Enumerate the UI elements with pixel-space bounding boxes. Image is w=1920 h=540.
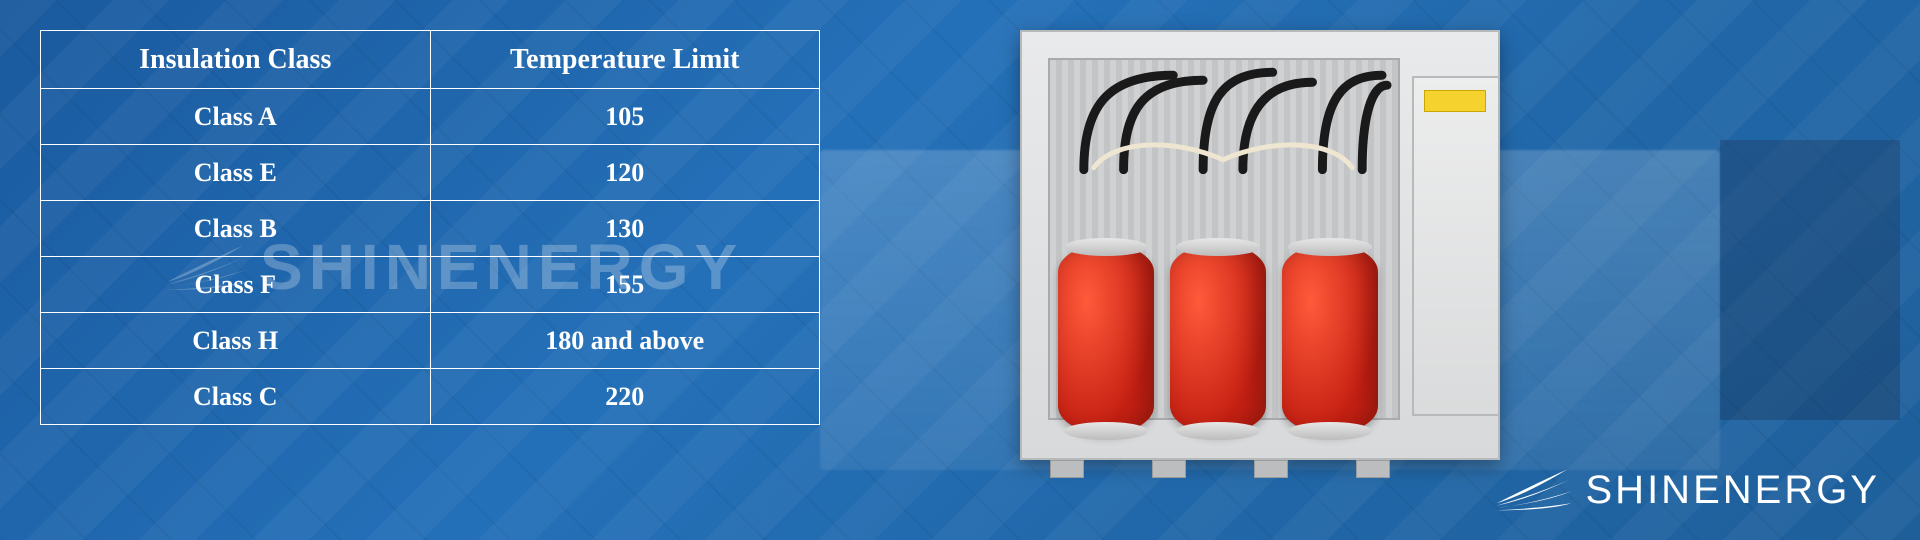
cell-class: Class A <box>41 89 431 145</box>
cell-class: Class F <box>41 257 431 313</box>
transformer-coil <box>1170 244 1266 434</box>
brand-logo: SHINENERGY <box>1492 460 1881 520</box>
brand-logo-text: SHINENERGY <box>1586 468 1881 513</box>
table-row: Class F 155 <box>41 257 820 313</box>
cell-temp: 180 and above <box>430 313 820 369</box>
cell-temp: 155 <box>430 257 820 313</box>
cell-class: Class B <box>41 201 431 257</box>
table-row: Class E 120 <box>41 145 820 201</box>
table-header-insulation-class: Insulation Class <box>41 31 431 89</box>
enclosure-feet <box>1050 460 1390 478</box>
table-row: Class H 180 and above <box>41 313 820 369</box>
cell-temp: 105 <box>430 89 820 145</box>
table-header-temperature-limit: Temperature Limit <box>430 31 820 89</box>
cell-temp: 220 <box>430 369 820 425</box>
cell-temp: 130 <box>430 201 820 257</box>
table-header-row: Insulation Class Temperature Limit <box>41 31 820 89</box>
table-row: Class A 105 <box>41 89 820 145</box>
enclosure-side-panel <box>1412 76 1500 416</box>
transformer-coil <box>1058 244 1154 434</box>
insulation-class-table: Insulation Class Temperature Limit Class… <box>40 30 820 425</box>
table-row: Class C 220 <box>41 369 820 425</box>
wing-icon <box>1492 460 1572 520</box>
cell-temp: 120 <box>430 145 820 201</box>
cell-class: Class H <box>41 313 431 369</box>
product-image-transformer <box>1020 30 1500 460</box>
transformer-coil <box>1282 244 1378 434</box>
table-row: Class B 130 <box>41 201 820 257</box>
cell-class: Class C <box>41 369 431 425</box>
cell-class: Class E <box>41 145 431 201</box>
background-building-right <box>1720 140 1900 420</box>
